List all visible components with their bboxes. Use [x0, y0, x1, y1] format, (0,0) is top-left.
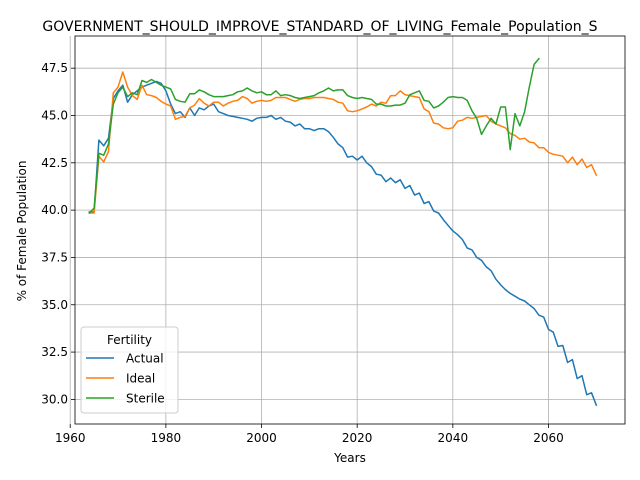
x-tick-label: 2000	[246, 431, 277, 445]
y-tick-label: 40.0	[41, 203, 68, 217]
legend-entries: Actual Ideal Sterile	[86, 352, 165, 406]
y-axis-title: % of Female Population	[15, 161, 29, 302]
y-axis-ticks: 30.0 32.5 35.0 37.5 40.0 42.5 45.0 47.5	[41, 61, 75, 406]
y-tick-label: 32.5	[41, 345, 68, 359]
y-tick-label: 47.5	[41, 61, 68, 75]
plot-area-frame	[74, 35, 626, 425]
y-tick-label: 42.5	[41, 156, 68, 170]
x-tick-label: 1980	[151, 431, 182, 445]
x-axis-title: Years	[333, 451, 366, 465]
x-tick-label: 1960	[55, 431, 86, 445]
x-tick-label: 2040	[438, 431, 469, 445]
legend-title: Fertility	[107, 333, 152, 347]
x-axis-ticks: 1960 1980 2000 2020 2040 2060	[55, 424, 564, 445]
chart-title: GOVERNMENT_SHOULD_IMPROVE_STANDARD_OF_LI…	[42, 19, 597, 35]
series-lines	[88, 57, 598, 407]
legend-box	[80, 326, 179, 414]
series-line-sterile	[88, 57, 540, 215]
legend: Fertility Actual Ideal Sterile	[80, 326, 179, 414]
y-tick-label: 37.5	[41, 250, 68, 264]
y-tick-label: 45.0	[41, 108, 68, 122]
legend-label-ideal: Ideal	[126, 372, 155, 386]
legend-label-sterile: Sterile	[126, 392, 165, 406]
y-tick-label: 30.0	[41, 392, 68, 406]
series-line-actual	[88, 80, 598, 407]
x-tick-label: 2060	[533, 431, 564, 445]
legend-label-actual: Actual	[126, 352, 164, 366]
x-tick-label: 2020	[342, 431, 373, 445]
y-tick-label: 35.0	[41, 298, 68, 312]
